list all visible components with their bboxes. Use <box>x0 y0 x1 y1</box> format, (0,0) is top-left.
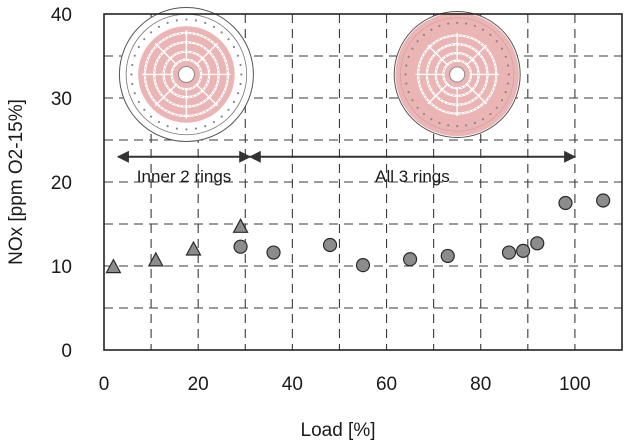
circle-point <box>501 245 517 260</box>
triangle-point <box>105 258 122 274</box>
circle-point <box>233 239 248 254</box>
plot-border <box>103 13 623 351</box>
x-tick-label: 20 <box>188 374 209 395</box>
x-axis-title: Load [%] <box>301 420 376 441</box>
data-points <box>105 193 611 274</box>
annotation-label: Inner 2 rings <box>137 167 232 186</box>
circle-point <box>322 237 338 253</box>
circle-point <box>266 245 281 260</box>
y-tick-label: 10 <box>51 257 72 278</box>
annotation-label: All 3 rings <box>375 167 450 186</box>
circle-point <box>596 193 611 208</box>
y-tick-label: 20 <box>51 173 72 194</box>
tick-labels: 0 20 40 60 80 100 0 10 20 30 40 <box>51 5 591 395</box>
circle-point <box>516 243 531 258</box>
plot-frame <box>103 13 623 351</box>
triangle-point <box>185 240 202 256</box>
inner-2-rings-diagram <box>118 6 254 142</box>
x-tick-label: 60 <box>376 374 397 395</box>
x-tick-label: 100 <box>559 374 591 395</box>
circle-point <box>440 248 455 264</box>
x-tick-label: 80 <box>470 374 491 395</box>
circle-point <box>355 258 371 273</box>
y-tick-label: 40 <box>51 5 72 26</box>
triangle-point <box>232 218 249 233</box>
x-tick-label: 40 <box>282 374 303 395</box>
y-tick-label: 0 <box>61 341 72 362</box>
grid <box>104 14 622 350</box>
x-tick-label: 0 <box>99 374 110 395</box>
y-tick-label: 30 <box>51 89 72 110</box>
insets <box>118 6 521 142</box>
circle-point <box>402 252 418 267</box>
circle-point <box>530 236 545 251</box>
all-3-rings-diagram <box>393 10 521 138</box>
annotations: Inner 2 rings All 3 rings <box>116 150 577 186</box>
triangle-point <box>147 251 164 267</box>
y-axis-title: NOx [ppm O2-15%] <box>6 99 27 265</box>
circle-point <box>558 195 573 211</box>
